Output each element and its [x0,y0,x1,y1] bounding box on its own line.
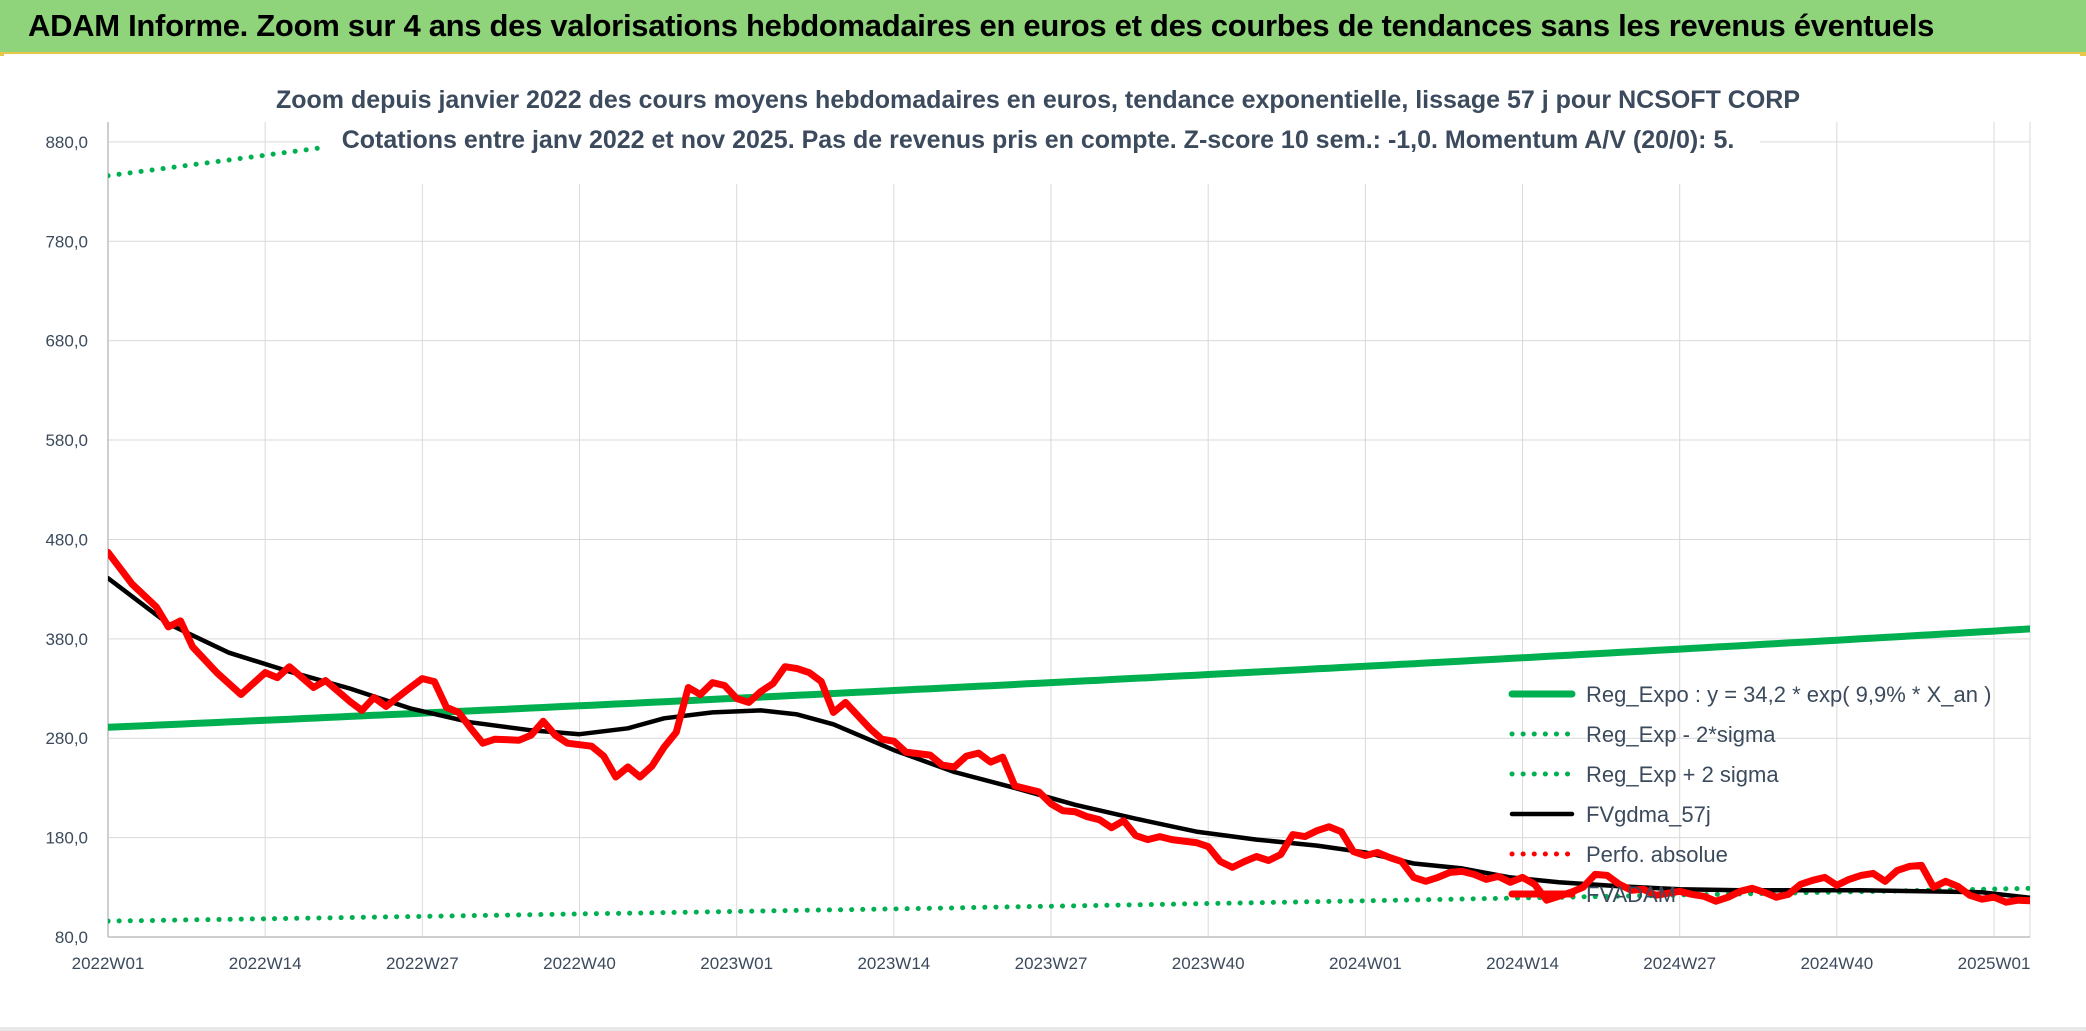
x-tick-label: 2023W40 [1172,954,1245,973]
x-tick-label: 2024W27 [1643,954,1716,973]
x-tick-label: 2024W01 [1329,954,1402,973]
chart-titles: Zoom depuis janvier 2022 des cours moyen… [276,76,1800,184]
y-tick-label: 680,0 [45,332,88,351]
x-tick-label: 2022W27 [386,954,459,973]
series-line-0 [108,625,2030,731]
chart-svg: 80,0 180,0 280,0 380,0 480,0 580,0 680,0 780,0 8… [0,56,2086,1026]
x-tick-label: 2022W14 [229,954,302,973]
y-tick-label: 880,0 [45,133,88,152]
chart-subtitle: Cotations entre janv 2022 et nov 2025. P… [342,126,1735,154]
title-background [320,76,1760,184]
legend-entry: FVgdma_57j [1586,802,1711,827]
frame-bottom [0,1027,2086,1031]
banner-title: ADAM Informe. Zoom sur 4 ans des valoris… [28,8,1935,43]
y-tick-label: 580,0 [45,431,88,450]
legend-entry: Reg_Expo : y = 34,2 * exp( 9,9% * X_an ) [1586,682,1991,707]
legend: Reg_Expo : y = 34,2 * exp( 9,9% * X_an )… [1508,682,1991,907]
x-tick-label: 2023W14 [857,954,930,973]
y-tick-label: 380,0 [45,630,88,649]
x-tick-label: 2023W01 [700,954,773,973]
x-tick-label: 2024W40 [1800,954,1873,973]
legend-entry: FVADAM [1586,882,1676,907]
x-tick-label: 2022W40 [543,954,616,973]
series-line-5 [108,548,2030,906]
legend-entry: Reg_Exp - 2*sigma [1586,722,1776,747]
x-tick-label: 2023W27 [1015,954,1088,973]
y-tick-label: 80,0 [55,928,88,947]
report-banner: ADAM Informe. Zoom sur 4 ans des valoris… [0,0,2086,54]
x-tick-label: 2024W14 [1486,954,1559,973]
x-tick-label: 2022W01 [72,954,145,973]
y-tick-label: 480,0 [45,530,88,549]
axes: 80,0 180,0 280,0 380,0 480,0 580,0 680,0 780,0 8… [45,122,2031,973]
chart-background [0,56,2086,1026]
legend-entry: Reg_Exp + 2 sigma [1586,762,1779,787]
legend-entry: Perfo. absolue [1586,842,1728,867]
y-tick-label: 280,0 [45,729,88,748]
y-tick-label: 780,0 [45,232,88,251]
x-tick-label: 2025W01 [1958,954,2031,973]
y-tick-label: 180,0 [45,829,88,848]
chart-title: Zoom depuis janvier 2022 des cours moyen… [276,86,1800,114]
